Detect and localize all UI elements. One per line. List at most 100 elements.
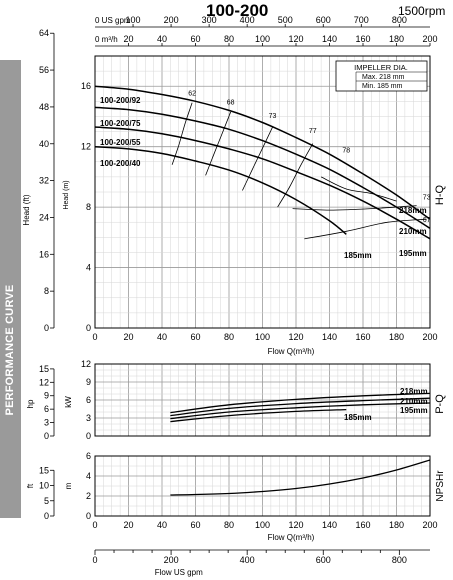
efficiency-label: 67 (423, 217, 431, 224)
efficiency-label: 62 (188, 90, 196, 97)
gpm-top-tick-label: 300 (202, 15, 217, 25)
power-hp-tick-label: 12 (39, 377, 49, 387)
npsh-m-axis-label: m (64, 482, 73, 489)
head-diameter-label: 210mm (399, 227, 427, 236)
head-curve-1 (94, 106, 431, 229)
head-ft-tick-label: 64 (39, 28, 49, 38)
gpm-top-axis-title: 0 US gpm (95, 16, 131, 25)
hq-x-axis-label: Flow Q(m³/h) (268, 347, 315, 356)
efficiency-line (205, 111, 232, 176)
power-kw-axis-label: kW (64, 396, 73, 408)
impeller-max: Max. 218 mm (362, 74, 405, 81)
impeller-box (335, 60, 428, 92)
gpm-bottom-tick-label: 600 (316, 555, 331, 565)
m3h-top-tick-label: 40 (157, 34, 167, 44)
power-kw-tick-label: 12 (81, 359, 91, 369)
pq-panel-title: P-Q (434, 394, 446, 414)
m3h-top-tick-label: 180 (389, 34, 404, 44)
m3h-top-tick-label: 80 (224, 34, 234, 44)
gpm-top-tick-label: 500 (278, 15, 293, 25)
gpm-top-tick-label: 600 (316, 15, 331, 25)
head-series-label: 100-200/75 (100, 119, 141, 128)
power-series-label: 195mm (400, 406, 428, 415)
bottom-x-tick-label: 120 (288, 520, 303, 530)
npsh-ft-axis-label: ft (26, 483, 35, 488)
power-series-label: 210mm (400, 397, 428, 406)
head-diameter-label: 185mm (344, 251, 372, 260)
efficiency-line (171, 102, 193, 165)
gpm-top-tick-label: 400 (240, 15, 255, 25)
hq-panel-title: H-Q (434, 184, 446, 205)
hq-x-tick-label: 20 (123, 332, 133, 342)
head-ft-tick-label: 32 (39, 176, 49, 186)
head-ft-axis-label: Head (ft) (22, 194, 31, 225)
head-diameter-label: 195mm (399, 249, 427, 258)
bottom-x-tick-label: 60 (190, 520, 200, 530)
power-hp-tick-label: 6 (44, 404, 49, 414)
plot-frame (94, 363, 431, 437)
plot-frame (94, 455, 431, 517)
hq-x-tick-label: 140 (322, 332, 337, 342)
m3h-top-tick-label: 140 (322, 34, 337, 44)
gpm-bottom-tick-label: 200 (164, 555, 179, 565)
plot-frame (94, 55, 431, 329)
bottom-x-tick-label: 0 (92, 520, 97, 530)
speed-label: 1500rpm (398, 4, 446, 18)
power-series-label: 185mm (344, 413, 372, 422)
npsh-m-tick-label: 0 (86, 511, 91, 521)
power-kw-tick-label: 9 (86, 377, 91, 387)
hq-x-tick-label: 160 (355, 332, 370, 342)
power-kw-tick-label: 0 (86, 431, 91, 441)
hq-x-tick-label: 180 (389, 332, 404, 342)
bottom-x-tick-label: 80 (224, 520, 234, 530)
m3h-top-axis-title: 0 m³/h (95, 35, 118, 44)
gpm-bottom-tick-label: 0 (92, 555, 97, 565)
gpm-bottom-tick-label: 800 (392, 555, 407, 565)
npsh-ft-tick-label: 10 (39, 481, 49, 491)
head-m-axis-label: Head (m) (63, 180, 70, 209)
head-series-label: 100-200/92 (100, 96, 141, 105)
head-curve-3 (94, 145, 347, 235)
m3h-top-tick-label: 60 (190, 34, 200, 44)
efficiency-label: 78 (342, 148, 350, 155)
head-ft-tick-label: 24 (39, 212, 49, 222)
bottom-x-tick-label: 200 (422, 520, 437, 530)
power-curve-1 (170, 397, 431, 417)
sidebar-band: PERFORMANCE CURVE (0, 60, 21, 518)
hq-x-tick-label: 40 (157, 332, 167, 342)
npsh-panel-title: NPSHr (435, 470, 446, 502)
m3h-top-tick-label: 120 (288, 34, 303, 44)
head-m-tick-label: 0 (86, 323, 91, 333)
impeller-box-title: IMPELLER DIA. (354, 63, 408, 72)
power-hp-axis-label: hp (26, 399, 35, 408)
hq-x-tick-label: 0 (92, 332, 97, 342)
bottom-x-tick-label: 40 (157, 520, 167, 530)
bottom-x-tick-label: 100 (255, 520, 270, 530)
power-hp-tick-label: 3 (44, 418, 49, 428)
power-hp-tick-label: 9 (44, 391, 49, 401)
npsh-m-tick-label: 6 (86, 451, 91, 461)
gpm-bottom-tick-label: 400 (240, 555, 255, 565)
head-m-tick-label: 8 (86, 202, 91, 212)
bottom-x-tick-label: 20 (123, 520, 133, 530)
npsh-ft-tick-label: 15 (39, 465, 49, 475)
m3h-top-tick-label: 200 (422, 34, 437, 44)
head-ft-tick-label: 40 (39, 139, 49, 149)
head-ft-tick-label: 56 (39, 65, 49, 75)
m3h-top-tick-label: 160 (355, 34, 370, 44)
efficiency-label: 73 (269, 113, 277, 120)
m3h-top-tick-label: 100 (255, 34, 270, 44)
npsh-m-tick-label: 4 (86, 471, 91, 481)
hq-x-tick-label: 120 (288, 332, 303, 342)
bottom-x-axis-label: Flow Q(m³/h) (268, 533, 315, 542)
head-curve-2 (94, 126, 431, 240)
power-hp-tick-label: 0 (44, 431, 49, 441)
efficiency-line (320, 176, 397, 202)
head-ft-tick-label: 48 (39, 102, 49, 112)
power-kw-tick-label: 6 (86, 395, 91, 405)
head-curve-0 (94, 85, 431, 220)
gpm-top-tick-label: 200 (164, 15, 179, 25)
gpm-top-tick-label: 700 (354, 15, 369, 25)
power-curve-2 (170, 402, 431, 420)
